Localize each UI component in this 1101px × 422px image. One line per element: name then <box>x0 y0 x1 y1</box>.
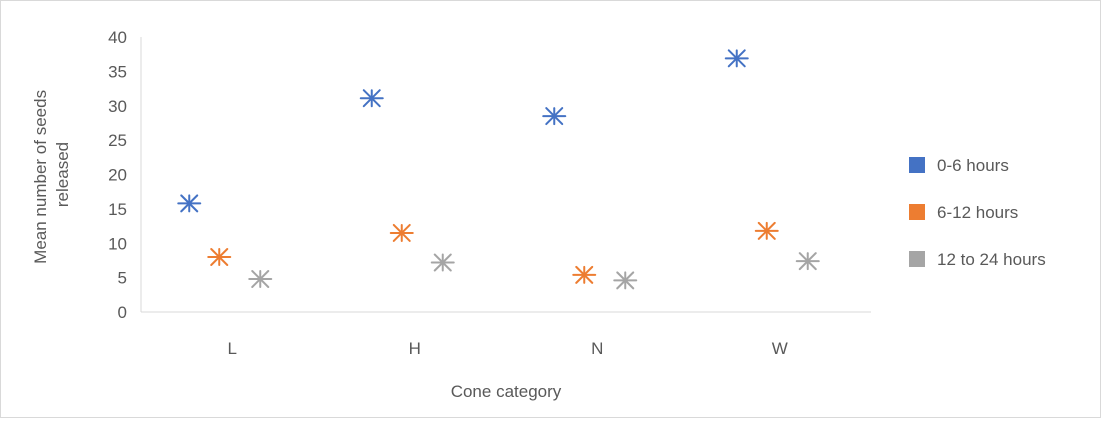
y-tick-label: 15 <box>108 200 127 219</box>
y-tick-label: 25 <box>108 131 127 150</box>
legend-swatch <box>909 251 925 267</box>
y-axis-title: Mean number of seeds released <box>31 85 72 264</box>
y-tick-label: 20 <box>108 166 127 185</box>
y-tick-label: 35 <box>108 62 127 81</box>
legend-swatch <box>909 157 925 173</box>
x-category-label: H <box>409 339 421 358</box>
y-axis-title-line-1: Mean number of seeds <box>31 90 50 264</box>
data-point <box>207 248 232 266</box>
plot-area <box>177 49 820 290</box>
legend-item: 0-6 hours <box>909 156 1009 175</box>
data-point <box>430 253 455 272</box>
y-tick-label: 10 <box>108 234 127 253</box>
legend-label: 6-12 hours <box>937 203 1018 222</box>
data-point <box>724 49 749 68</box>
y-tick-label: 0 <box>118 303 127 322</box>
data-point <box>542 107 567 126</box>
series-points <box>177 49 749 213</box>
data-point <box>248 270 273 288</box>
x-category-label: L <box>228 339 237 358</box>
data-point <box>795 252 820 271</box>
x-category-label: W <box>772 339 788 358</box>
y-tick-label: 5 <box>118 269 127 288</box>
x-axis-title: Cone category <box>451 382 562 401</box>
y-tick-label: 30 <box>108 97 127 116</box>
data-point <box>754 221 779 240</box>
legend-label: 12 to 24 hours <box>937 250 1046 269</box>
y-axis: 0 5 10 15 20 25 30 35 40 <box>108 28 142 322</box>
legend-label: 0-6 hours <box>937 156 1009 175</box>
y-tick-label: 40 <box>108 28 127 47</box>
data-point <box>359 89 384 108</box>
legend: 0-6 hours 6-12 hours 12 to 24 hours <box>909 156 1046 269</box>
legend-item: 12 to 24 hours <box>909 250 1046 269</box>
data-point <box>613 271 638 290</box>
series-points <box>207 221 779 284</box>
x-category-label: N <box>591 339 603 358</box>
y-axis-title-line-2: released <box>53 142 72 207</box>
series-points <box>248 252 820 290</box>
legend-swatch <box>909 204 925 220</box>
data-point <box>177 194 202 213</box>
data-point <box>572 265 597 284</box>
legend-item: 6-12 hours <box>909 203 1018 222</box>
data-point <box>389 223 414 242</box>
